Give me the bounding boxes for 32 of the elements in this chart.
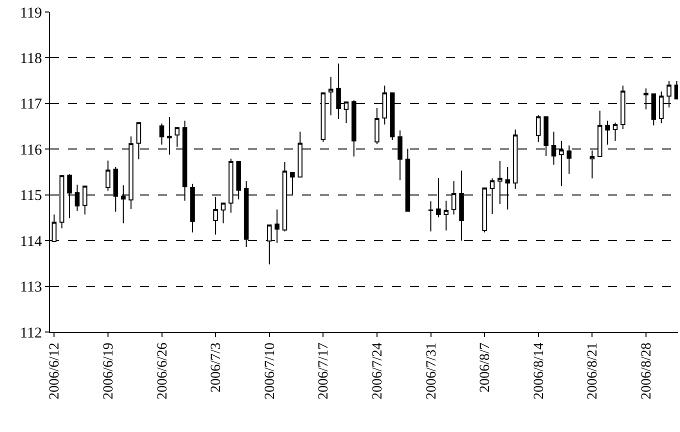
x-tick-label: 2006/8/28 (640, 342, 655, 400)
candlestick (612, 122, 618, 142)
x-tick-label: 2006/7/17 (316, 342, 332, 400)
y-tick-label: 112 (20, 325, 42, 342)
candlestick (159, 123, 164, 146)
x-tick-label: 2006/7/24 (370, 342, 386, 400)
y-tick-label: 113 (20, 280, 42, 296)
candlestick (374, 108, 380, 145)
x-tick-label: 2006/7/31 (424, 342, 440, 400)
x-tick-label: 2006/6/12 (48, 342, 63, 400)
y-tick-label: 117 (20, 96, 42, 113)
candlestick (605, 120, 610, 146)
y-tick-label: 119 (20, 5, 42, 22)
candlestick (566, 144, 572, 174)
x-tick-label: 2006/6/19 (102, 342, 117, 400)
candlestick (536, 114, 541, 142)
candlestick (106, 160, 110, 192)
y-tick-label: 118 (20, 50, 42, 67)
candlestick (428, 200, 434, 232)
y-tick-label: 116 (20, 142, 42, 158)
x-tick-label: 2006/8/21 (586, 342, 601, 400)
candlestick (674, 80, 678, 100)
candlestick (220, 202, 226, 224)
y-tick-label: 115 (20, 188, 42, 204)
y-tick-label: 114 (20, 234, 42, 250)
x-tick-label: 2006/7/10 (262, 342, 278, 400)
x-tick-label: 2006/7/3 (209, 342, 224, 392)
x-tick-label: 2006/8/7 (478, 342, 494, 392)
candlestick (444, 200, 449, 232)
candlestick (167, 116, 172, 156)
x-tick-label: 2006/8/14 (532, 342, 547, 400)
x-tick-label: 2006/6/26 (155, 342, 170, 400)
